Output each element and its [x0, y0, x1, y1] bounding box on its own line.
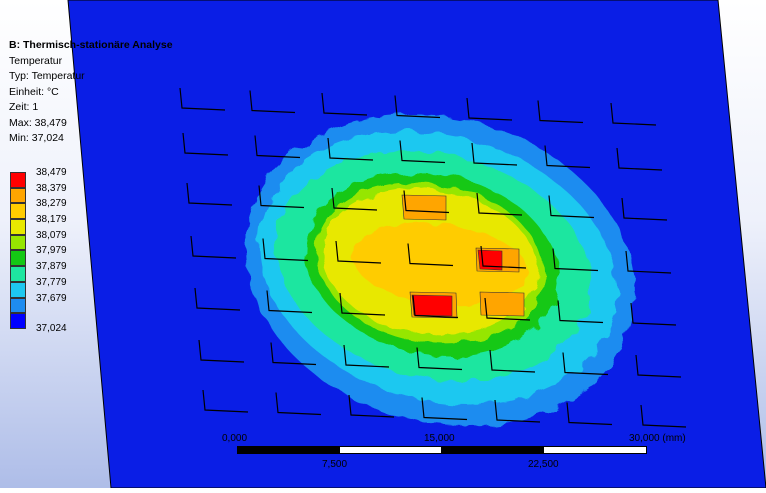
- mesh-mark: [635, 354, 682, 378]
- mesh-mark: [275, 392, 322, 416]
- mesh-mark: [466, 97, 513, 121]
- mesh-mark: [399, 140, 446, 164]
- mesh-mark: [403, 190, 450, 214]
- scale-bar: [237, 446, 647, 454]
- mesh-mark: [394, 95, 441, 119]
- mesh-mark: [182, 132, 229, 156]
- mesh-mark: [270, 342, 317, 366]
- mesh-mark: [476, 192, 523, 216]
- legend-swatch: [10, 187, 26, 204]
- scale-segment-1: [237, 446, 340, 454]
- mesh-mark: [339, 292, 386, 316]
- scale-segment-3: [441, 446, 544, 454]
- result-max: Max: 38,479: [9, 116, 67, 129]
- scale-label-15: 15,000: [424, 433, 455, 444]
- legend-value: 38,079: [36, 229, 67, 241]
- result-time: Zeit: 1: [9, 101, 39, 113]
- mesh-mark: [407, 243, 454, 267]
- mesh-mark: [552, 248, 599, 272]
- mesh-mark: [412, 295, 459, 319]
- mesh-mark: [262, 238, 309, 262]
- scale-segment-4: [543, 446, 647, 454]
- mesh-mark: [190, 235, 237, 259]
- result-min: Min: 37,024: [9, 132, 64, 144]
- legend-swatch: [10, 203, 26, 220]
- mesh-mark: [421, 397, 468, 421]
- result-unit: Einheit: °C: [9, 85, 59, 98]
- mesh-mark: [557, 300, 604, 324]
- legend-value: 38,179: [36, 214, 67, 226]
- mesh-mark: [194, 287, 241, 311]
- analysis-title: B: Thermisch-stationäre Analyse: [9, 39, 173, 51]
- mesh-mark: [471, 142, 518, 166]
- legend-swatch: [10, 234, 26, 251]
- mesh-mark: [544, 145, 591, 169]
- mesh-mark: [537, 100, 584, 124]
- mesh-mark: [640, 404, 687, 428]
- legend-swatch: [10, 219, 26, 235]
- legend-swatch: [10, 313, 26, 329]
- mesh-mark: [566, 402, 613, 426]
- mesh-mark: [494, 399, 541, 423]
- mesh-mark: [202, 389, 249, 413]
- mesh-mark: [258, 185, 305, 209]
- mesh-mark: [249, 90, 296, 114]
- mesh-mark: [480, 245, 527, 269]
- legend-swatch: [10, 297, 26, 314]
- mesh-mark: [548, 195, 595, 219]
- scale-segment-2: [339, 446, 442, 454]
- legend-value: 38,379: [36, 182, 67, 194]
- mesh-mark: [331, 187, 378, 211]
- mesh-mark: [198, 339, 245, 363]
- result-name: Temperatur: [9, 54, 63, 67]
- scale-label-22-5: 22,500: [528, 459, 559, 470]
- legend-value: 37,024: [36, 323, 67, 335]
- result-type: Typ: Temperatur: [9, 70, 85, 82]
- mesh-mark: [186, 182, 233, 206]
- mesh-mark: [327, 137, 374, 161]
- mesh-mark: [416, 347, 463, 371]
- result-info: B: Thermisch-stationäre Analyse Temperat…: [9, 38, 173, 147]
- mesh-mark: [625, 250, 672, 274]
- legend-swatch: [10, 281, 26, 298]
- mesh-mark: [610, 102, 657, 126]
- mesh-mark: [266, 290, 313, 314]
- scale-label-7-5: 7,500: [322, 459, 348, 470]
- mesh-mark: [621, 197, 668, 221]
- legend-value: 37,879: [36, 261, 67, 273]
- legend-swatch: [10, 172, 26, 188]
- mesh-mark: [348, 394, 395, 418]
- mesh-mark: [343, 344, 390, 368]
- mesh-mark: [630, 302, 677, 326]
- legend-value: 38,279: [36, 198, 67, 210]
- legend-value: 37,679: [36, 292, 67, 304]
- mesh-mark: [562, 352, 609, 376]
- scale-label-0: 0,000: [222, 433, 248, 444]
- mesh-mark: [254, 135, 301, 159]
- mesh-mark: [179, 87, 226, 111]
- legend-value: 37,779: [36, 276, 67, 288]
- mesh-mark: [616, 147, 663, 171]
- legend-value: 38,479: [36, 167, 67, 178]
- mesh-mark: [321, 92, 368, 116]
- scale-label-30: 30,000 (mm): [629, 433, 686, 444]
- legend-swatch: [10, 250, 26, 267]
- legend-value: 37,979: [36, 245, 67, 257]
- legend-swatch: [10, 266, 26, 282]
- mesh-mark: [484, 297, 531, 321]
- mesh-mark: [489, 349, 536, 373]
- mesh-mark: [335, 240, 382, 264]
